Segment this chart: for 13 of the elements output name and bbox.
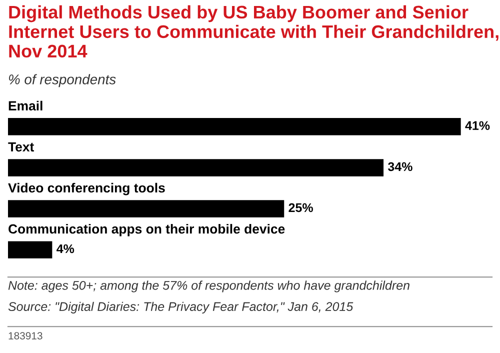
text: Note: ages 50+; among the 57% of respondents who have grandchildren — [8, 280, 410, 292]
data-label: 41% — [465, 121, 490, 130]
data-label: 34% — [388, 162, 412, 172]
data-label: 25% — [288, 203, 313, 212]
text: 183913 — [8, 332, 42, 340]
y-tick-label: Text — [8, 142, 34, 152]
data-label: 4% — [56, 244, 74, 254]
chart-subtitle: % of respondents — [8, 74, 116, 88]
y-tick-label: Email — [8, 100, 42, 111]
chart-title: Digital Methods Used by US Baby Boomer and Senior Internet Users to Communicate with Their Grandchildren, Nov 2014 — [9, 5, 498, 58]
source-note: Source: "Digital Diaries: The Privacy Fear Factor," Jan 6, 2015 — [8, 302, 354, 314]
y-tick-label: Communication apps on their mobile device — [8, 224, 285, 236]
y-tick-label: Video conferencing tools — [8, 182, 165, 196]
